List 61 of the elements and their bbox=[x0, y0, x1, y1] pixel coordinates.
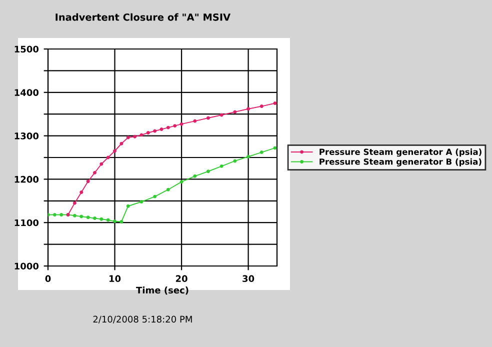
point bbox=[160, 128, 164, 132]
y-tick-label: 1100 bbox=[14, 219, 39, 226]
point bbox=[126, 204, 130, 208]
legend-label: Pressure Steam generator B (psia) bbox=[320, 158, 482, 166]
x-tick-label: 20 bbox=[176, 275, 188, 282]
legend-label: Pressure Steam generator A (psia) bbox=[320, 148, 482, 157]
point bbox=[273, 146, 277, 150]
point bbox=[93, 170, 96, 174]
point bbox=[52, 213, 56, 217]
point bbox=[180, 122, 184, 126]
y-tick-label: 1000 bbox=[14, 262, 39, 270]
point bbox=[206, 170, 210, 174]
point bbox=[153, 194, 157, 198]
chart-title: Inadvertent Closure of "A" MSIV bbox=[56, 13, 231, 21]
point bbox=[220, 164, 224, 168]
point bbox=[120, 142, 124, 146]
point bbox=[140, 200, 144, 204]
y-tick-label: 1400 bbox=[14, 89, 39, 96]
y-tick-label: 1300 bbox=[14, 132, 39, 140]
point bbox=[106, 218, 110, 222]
point bbox=[133, 134, 137, 138]
point bbox=[80, 190, 84, 194]
point bbox=[86, 180, 90, 184]
point bbox=[166, 188, 170, 192]
point bbox=[153, 129, 157, 133]
point bbox=[140, 133, 144, 137]
y-tick-label: 1500 bbox=[14, 46, 39, 53]
point bbox=[106, 156, 110, 160]
point bbox=[166, 126, 170, 130]
text: 2/10/2008 5:18:20 PM bbox=[93, 316, 192, 324]
point bbox=[193, 119, 197, 123]
point bbox=[72, 201, 76, 205]
point bbox=[246, 107, 250, 111]
point bbox=[113, 220, 116, 224]
point bbox=[220, 113, 224, 117]
point bbox=[233, 110, 237, 114]
point bbox=[206, 116, 210, 120]
point bbox=[93, 216, 96, 220]
point bbox=[260, 150, 264, 154]
point bbox=[146, 131, 150, 134]
point bbox=[80, 214, 84, 218]
x-axis-title: Time (sec) bbox=[136, 286, 188, 295]
point bbox=[180, 180, 184, 184]
x-tick-label: 0 bbox=[45, 275, 51, 282]
point bbox=[246, 154, 250, 158]
point bbox=[120, 220, 124, 224]
point bbox=[86, 216, 90, 220]
point bbox=[273, 102, 277, 105]
point bbox=[126, 136, 130, 140]
point bbox=[233, 159, 237, 163]
point bbox=[173, 124, 177, 128]
point bbox=[260, 104, 264, 108]
point bbox=[113, 149, 116, 153]
point bbox=[100, 162, 104, 166]
y-tick-label: 1200 bbox=[14, 176, 39, 183]
point bbox=[100, 217, 104, 221]
x-tick-label: 10 bbox=[110, 275, 121, 282]
x-tick-label: 30 bbox=[242, 275, 254, 282]
point bbox=[193, 174, 197, 178]
point bbox=[72, 214, 76, 218]
point bbox=[60, 213, 64, 217]
